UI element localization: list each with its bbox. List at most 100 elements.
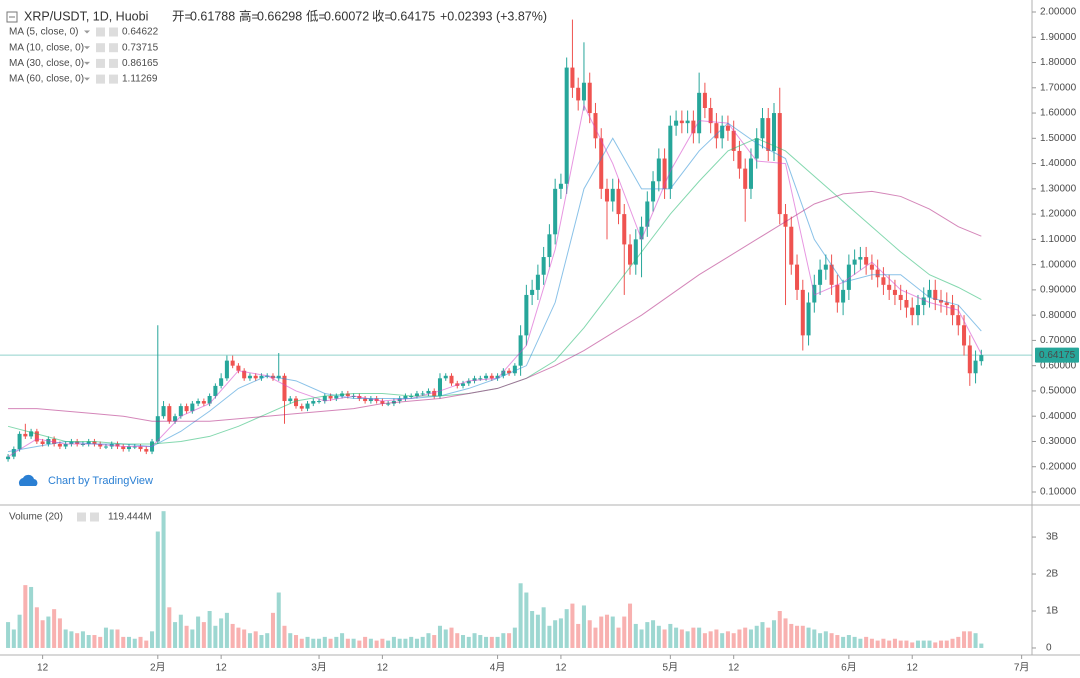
volume-bar — [414, 638, 419, 648]
candle-body — [507, 370, 512, 374]
collapse-icon[interactable] — [6, 11, 18, 23]
candle-body — [639, 226, 644, 240]
volume-bar — [628, 603, 633, 648]
x-tick-label: 12 — [907, 663, 919, 674]
volume-bar — [771, 620, 777, 648]
volume-bar — [581, 605, 586, 648]
ohlc-label: 低= — [306, 9, 326, 23]
volume-bar — [668, 623, 673, 648]
volume-bar — [403, 638, 408, 648]
volume-bar — [622, 616, 627, 648]
y-tick-label: 0.10000 — [1040, 487, 1077, 498]
volume-bar — [651, 620, 656, 648]
candle-body — [668, 125, 673, 189]
volume-bar — [645, 622, 650, 648]
volume-bar — [512, 627, 517, 648]
candle-body — [288, 398, 293, 402]
candle-body — [904, 299, 909, 308]
volume-bar — [299, 638, 304, 648]
y-tick-label: 1.70000 — [1040, 82, 1077, 93]
candle-body — [57, 443, 62, 447]
volume-bar — [604, 614, 610, 648]
ma-legend-value: 0.73715 — [122, 42, 159, 53]
volume-bar — [904, 640, 909, 648]
legend-settings[interactable] — [96, 58, 105, 68]
candle-body — [541, 257, 546, 275]
volume-bar — [357, 640, 362, 648]
candle-body — [754, 138, 759, 159]
volume-bar — [219, 618, 224, 648]
volume-bar — [921, 640, 926, 648]
volume-bar — [161, 511, 166, 648]
candle-body — [230, 360, 235, 366]
volume-bar — [829, 633, 834, 648]
candle-body — [437, 378, 442, 396]
candle-body — [558, 183, 563, 189]
candle-body — [17, 433, 22, 450]
candle-body — [190, 403, 195, 412]
volume-bar — [265, 633, 270, 648]
legend-settings[interactable] — [77, 512, 86, 522]
volume-bar — [132, 638, 137, 648]
x-tick-label: 12 — [216, 663, 228, 674]
candle-body — [363, 398, 368, 402]
y-tick-label: 0.50000 — [1040, 386, 1077, 397]
candle-body — [875, 269, 880, 278]
candle-body — [466, 380, 471, 384]
legend-arrow — [84, 30, 90, 34]
candle-body — [841, 289, 846, 303]
volume-bar — [437, 625, 442, 648]
volume-bar — [103, 627, 108, 648]
legend-close[interactable] — [109, 43, 118, 53]
candle-body — [806, 302, 811, 336]
candle-body — [898, 294, 903, 300]
y-tick-label: 1.40000 — [1040, 158, 1077, 169]
candle-body — [691, 120, 696, 134]
volume-bar — [288, 633, 293, 648]
y-tick-label: 1.30000 — [1040, 183, 1077, 194]
watermark[interactable]: Chart by TradingView — [18, 474, 153, 487]
volume-bar — [535, 614, 540, 648]
volume-bar — [461, 635, 466, 648]
legend-close[interactable] — [109, 58, 118, 68]
ma-line — [7, 122, 982, 453]
candle-body — [103, 446, 108, 448]
legend-settings[interactable] — [96, 74, 105, 84]
price-change: +0.02393 (+3.87%) — [440, 9, 547, 23]
watermark-text[interactable]: Chart by TradingView — [48, 475, 153, 487]
legend-settings[interactable] — [96, 43, 105, 53]
volume-bar — [52, 609, 57, 648]
volume-bar — [86, 635, 91, 648]
y-tick-label: 1.50000 — [1040, 133, 1077, 144]
candle-body — [933, 289, 938, 300]
volume-bar — [196, 616, 201, 648]
legend-close[interactable] — [109, 74, 118, 84]
legend-close[interactable] — [90, 512, 99, 522]
candle-body — [305, 403, 310, 409]
candle-body — [737, 150, 742, 169]
candle-body — [69, 441, 74, 444]
candle-body — [892, 289, 897, 295]
volume-bar — [927, 640, 932, 648]
candle-body — [530, 289, 535, 295]
volume-bar — [674, 627, 679, 648]
collapse-box[interactable] — [6, 11, 18, 23]
candle-body — [743, 168, 748, 189]
x-tick-label: 12 — [37, 663, 49, 674]
volume-bar — [155, 531, 160, 648]
legend-close[interactable] — [109, 27, 118, 37]
volume-bar — [685, 631, 690, 648]
volume-bar — [6, 622, 11, 648]
volume-bar — [57, 618, 62, 648]
volume-bar — [305, 636, 310, 648]
candle-body — [63, 443, 68, 447]
y-tick-label: 1.80000 — [1040, 57, 1077, 68]
volume-bar — [858, 638, 863, 648]
candle-body — [478, 378, 483, 380]
watermark-logo[interactable] — [18, 474, 38, 486]
volume-bar — [173, 622, 178, 648]
volume-bar — [564, 609, 569, 648]
volume-bar — [697, 627, 702, 648]
legend-settings[interactable] — [96, 27, 105, 37]
